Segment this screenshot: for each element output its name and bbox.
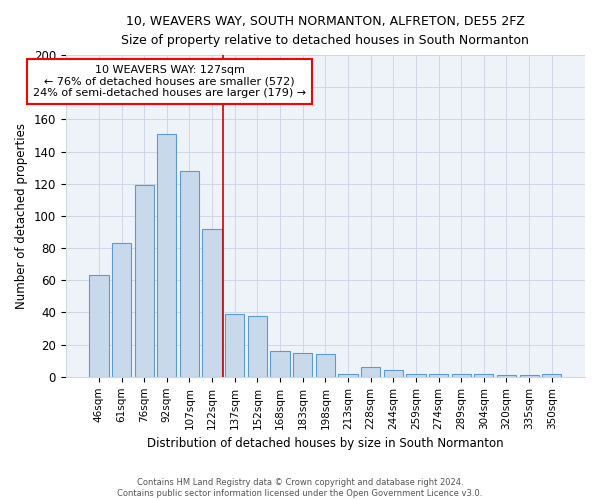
Bar: [383, 370, 403, 377]
Bar: [338, 374, 358, 377]
Text: 10 WEAVERS WAY: 127sqm
← 76% of detached houses are smaller (572)
24% of semi-de: 10 WEAVERS WAY: 127sqm ← 76% of detached…: [33, 65, 306, 98]
Bar: [89, 276, 109, 377]
Bar: [134, 186, 154, 377]
Bar: [225, 314, 244, 377]
Y-axis label: Number of detached properties: Number of detached properties: [15, 123, 28, 309]
Bar: [474, 374, 493, 377]
Bar: [180, 171, 199, 377]
Bar: [429, 374, 448, 377]
Bar: [406, 374, 425, 377]
Bar: [316, 354, 335, 377]
Bar: [112, 244, 131, 377]
Title: 10, WEAVERS WAY, SOUTH NORMANTON, ALFRETON, DE55 2FZ
Size of property relative t: 10, WEAVERS WAY, SOUTH NORMANTON, ALFRET…: [121, 15, 529, 47]
Bar: [157, 134, 176, 377]
Bar: [452, 374, 471, 377]
Bar: [202, 229, 222, 377]
Bar: [293, 352, 313, 377]
Text: Contains HM Land Registry data © Crown copyright and database right 2024.
Contai: Contains HM Land Registry data © Crown c…: [118, 478, 482, 498]
Bar: [520, 375, 539, 377]
Bar: [497, 375, 516, 377]
Bar: [542, 374, 562, 377]
X-axis label: Distribution of detached houses by size in South Normanton: Distribution of detached houses by size …: [147, 437, 503, 450]
Bar: [361, 367, 380, 377]
Bar: [271, 351, 290, 377]
Bar: [248, 316, 267, 377]
